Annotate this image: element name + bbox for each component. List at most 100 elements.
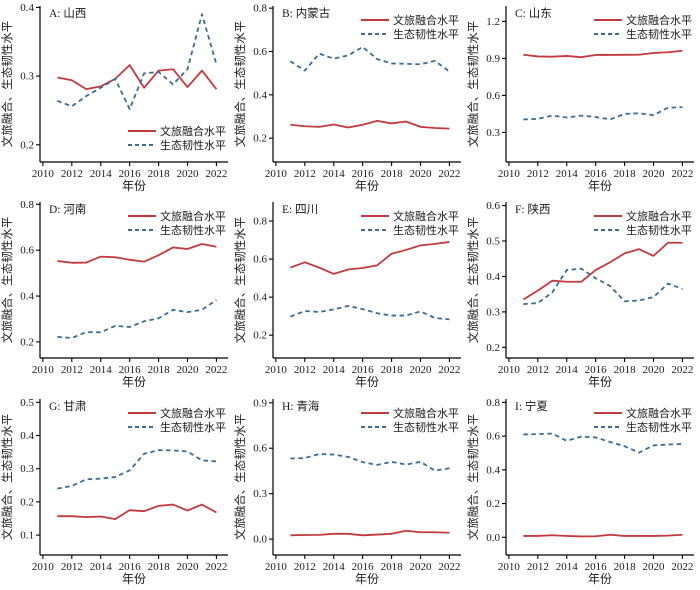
y-axis: 0.0 0.2 0.4 0.6 0.8 xyxy=(486,397,507,555)
y-tick-label: 1.2 xyxy=(486,16,500,28)
y-axis: 0.2 0.4 0.6 0.8 xyxy=(20,199,41,358)
x-tick-label: 2014 xyxy=(323,364,346,376)
chart-tile-I: 2010 2012 2014 2016 2018 2020 2022 0.0 0.2 0.4 0.6… xyxy=(466,393,700,590)
chart-D: 2010 2012 2014 2016 2018 2020 2022 0.2 0.4 0.6 0.8… xyxy=(0,199,228,389)
x-axis: 2010 2012 2014 2016 2018 2020 2022 xyxy=(265,357,461,376)
resilience-line xyxy=(290,304,450,321)
legend-label: 文旅融合水平 xyxy=(160,124,226,138)
legend-label: 生态韧性水平 xyxy=(626,420,692,434)
x-tick-label: 2018 xyxy=(148,561,171,573)
x-axis-label: 年份 xyxy=(355,375,379,389)
x-tick-label: 2012 xyxy=(527,168,549,180)
y-tick-label: 0.2 xyxy=(486,498,500,510)
y-tick-label: 0.9 xyxy=(486,53,500,65)
chart-tile-E: 2010 2012 2014 2016 2018 2020 2022 0.2 0.4 0.6 0.8… xyxy=(233,196,466,393)
chart-A: 2010 2012 2014 2016 2018 2020 2022 0.2 0.3 0.4 年份 文… xyxy=(0,2,228,193)
chart-tile-B: 2010 2012 2014 2016 2018 2020 2022 0.2 0.4 0.6 0.8… xyxy=(233,0,466,196)
x-tick-label: 2020 xyxy=(177,168,200,180)
chart-G: 2010 2012 2014 2016 2018 2020 2022 0.1 0.2 0.3 0.4… xyxy=(0,397,228,586)
x-tick-label: 2020 xyxy=(410,364,433,376)
resilience-line xyxy=(523,432,683,454)
legend-label: 文旅融合水平 xyxy=(626,406,692,420)
x-tick-label: 2010 xyxy=(32,364,55,376)
resilience-line xyxy=(57,299,217,339)
y-tick-label: 0.3 xyxy=(20,463,34,475)
y-tick-label: 0.0 xyxy=(486,532,500,544)
x-tick-label: 2012 xyxy=(527,364,549,376)
resilience-line xyxy=(57,449,217,490)
x-axis-label: 年份 xyxy=(122,375,146,389)
y-axis-label: 文旅融合、生态韧性水平 xyxy=(466,217,480,344)
fusion-line xyxy=(290,241,450,275)
x-tick-label: 2012 xyxy=(61,364,83,376)
y-axis-label: 文旅融合、生态韧性水平 xyxy=(0,217,14,344)
x-axis: 2010 2012 2014 2016 2018 2020 2022 xyxy=(32,161,228,180)
x-tick-label: 2018 xyxy=(381,364,404,376)
panel-title: D: 河南 xyxy=(49,202,86,216)
x-tick-label: 2012 xyxy=(61,168,83,180)
legend-label: 文旅融合水平 xyxy=(160,209,226,223)
y-tick-label: 0.6 xyxy=(486,90,500,102)
panel-title: B: 内蒙古 xyxy=(282,6,330,20)
chart-F: 2010 2012 2014 2016 2018 2020 2022 0.2 0.3 0.4 0.5… xyxy=(466,200,694,389)
x-tick-label: 2022 xyxy=(438,168,460,180)
legend-label: 文旅融合水平 xyxy=(626,209,692,223)
y-tick-label: 0.1 xyxy=(20,530,34,542)
x-tick-label: 2016 xyxy=(352,561,375,573)
y-axis: 0.2 0.4 0.6 0.8 xyxy=(253,3,274,162)
x-tick-label: 2010 xyxy=(265,364,288,376)
legend-label: 生态韧性水平 xyxy=(160,138,226,152)
y-tick-label: 0.3 xyxy=(253,488,267,500)
y-tick-label: 0.8 xyxy=(253,216,267,228)
panel-title: C: 山东 xyxy=(515,7,552,20)
x-tick-label: 2010 xyxy=(498,364,521,376)
x-tick-label: 2022 xyxy=(205,168,227,180)
y-axis-label: 文旅融合、生态韧性水平 xyxy=(233,21,247,148)
x-tick-label: 2010 xyxy=(498,561,521,573)
resilience-line xyxy=(57,13,218,110)
x-tick-label: 2014 xyxy=(323,168,346,180)
fusion-line xyxy=(523,49,683,59)
y-tick-label: 0.6 xyxy=(20,245,34,257)
x-tick-label: 2016 xyxy=(352,364,375,376)
x-tick-label: 2018 xyxy=(614,561,637,573)
x-tick-label: 2012 xyxy=(294,364,316,376)
x-axis-label: 年份 xyxy=(588,572,612,586)
y-tick-label: 0.3 xyxy=(486,127,500,139)
fusion-line xyxy=(57,503,217,521)
x-tick-label: 2020 xyxy=(177,364,200,376)
y-tick-label: 0.4 xyxy=(20,430,34,442)
x-axis-label: 年份 xyxy=(355,179,379,193)
x-tick-label: 2010 xyxy=(498,168,521,180)
resilience-line xyxy=(523,267,683,306)
y-tick-label: 0.2 xyxy=(20,496,34,508)
x-axis-label: 年份 xyxy=(122,572,146,586)
y-tick-label: 0.8 xyxy=(253,3,267,15)
x-tick-label: 2020 xyxy=(410,561,433,573)
legend-label: 生态韧性水平 xyxy=(393,223,459,237)
x-axis: 2010 2012 2014 2016 2018 2020 2022 xyxy=(498,357,694,376)
panel-title: E: 四川 xyxy=(282,203,318,216)
x-tick-label: 2016 xyxy=(119,168,142,180)
y-tick-label: 0.5 xyxy=(20,397,34,409)
x-tick-label: 2022 xyxy=(438,561,460,573)
y-tick-label: 0.4 xyxy=(20,2,34,14)
x-axis-label: 年份 xyxy=(355,572,379,586)
legend-label: 生态韧性水平 xyxy=(626,27,692,41)
y-axis-label: 文旅融合、生态韧性水平 xyxy=(466,414,480,541)
legend-label: 文旅融合水平 xyxy=(160,406,226,420)
y-tick-label: 0.3 xyxy=(486,306,500,318)
x-axis: 2010 2012 2014 2016 2018 2020 2022 xyxy=(498,161,694,180)
panel-title: A: 山西 xyxy=(49,7,86,20)
chart-C: 2010 2012 2014 2016 2018 2020 2022 0.3 0.6 0.9 1.2… xyxy=(466,6,694,193)
y-axis-label: 文旅融合、生态韧性水平 xyxy=(0,21,14,148)
y-tick-label: 0.4 xyxy=(20,291,34,303)
y-axis: 0.2 0.3 0.4 0.5 0.6 xyxy=(486,200,507,358)
x-tick-label: 2018 xyxy=(614,168,637,180)
y-tick-label: 0.2 xyxy=(486,342,500,354)
x-axis: 2010 2012 2014 2016 2018 2020 2022 xyxy=(265,554,461,573)
